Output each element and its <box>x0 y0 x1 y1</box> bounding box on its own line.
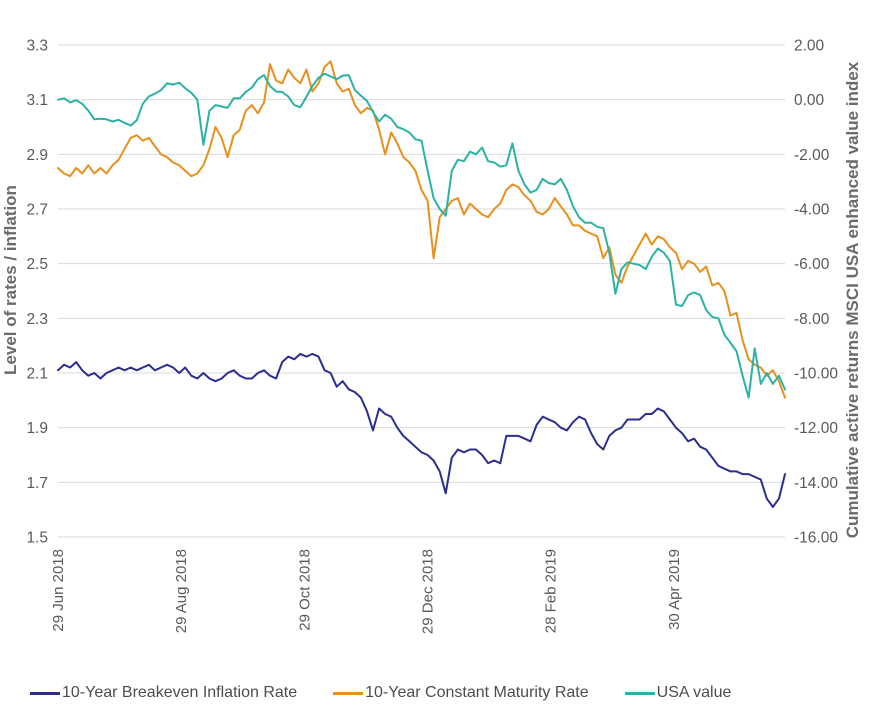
left-axis-title: Level of rates / inflation <box>1 185 20 375</box>
legend-item-usa-value[interactable]: USA value <box>624 684 732 702</box>
gridlines <box>58 44 785 538</box>
series-lines <box>57 60 786 508</box>
legend-item-label: 10-Year Constant Maturity Rate <box>365 684 589 701</box>
series-line-1 <box>57 352 786 508</box>
right-tick-label: -2.00 <box>794 147 830 164</box>
legend: 10-Year Breakeven Inflation Rate 10-Year… <box>30 684 731 702</box>
x-axis-tick-labels: 29 Jun 2018 29 Aug 2018 29 Oct 2018 29 Dec … <box>50 549 683 634</box>
chart-area: 3.3 3.1 2.9 2.7 2.5 2.3 2.1 1.9 1.7 1.5 2.00 0.00 -… <box>1 38 862 635</box>
legend-item-label: USA value <box>656 684 732 701</box>
x-tick-label: 30 Apr 2019 <box>666 549 683 630</box>
right-tick-label: -12.00 <box>794 420 838 437</box>
x-tick-label: 29 Aug 2018 <box>173 549 190 633</box>
legend-item-breakeven[interactable]: 10-Year Breakeven Inflation Rate <box>30 684 297 702</box>
series-line-2 <box>57 60 786 399</box>
x-tick-label: 29 Jun 2018 <box>50 549 67 632</box>
x-tick-label: 28 Feb 2019 <box>543 549 560 633</box>
left-axis-tick-labels: 3.3 3.1 2.9 2.7 2.5 2.3 2.1 1.9 1.7 1.5 <box>26 38 48 547</box>
left-tick-label: 2.9 <box>26 147 48 164</box>
right-tick-label: -4.00 <box>794 202 830 219</box>
x-tick-label: 29 Dec 2018 <box>420 549 437 634</box>
left-tick-label: 2.1 <box>26 366 48 383</box>
legend-swatch-breakeven <box>30 691 60 695</box>
right-tick-label: -8.00 <box>794 311 830 328</box>
left-tick-label: 1.9 <box>26 420 48 437</box>
series-line-3 <box>57 72 786 399</box>
left-tick-label: 2.5 <box>26 256 48 273</box>
legend-item-constant-maturity[interactable]: 10-Year Constant Maturity Rate <box>333 684 589 702</box>
left-tick-label: 2.3 <box>26 311 48 328</box>
x-tick-label: 29 Oct 2018 <box>296 549 313 631</box>
legend-swatch-constant-maturity <box>333 691 364 695</box>
left-tick-label: 2.7 <box>26 202 48 219</box>
right-tick-label: -14.00 <box>794 475 838 492</box>
legend-swatch-usa-value <box>624 691 655 695</box>
right-tick-label: -6.00 <box>794 256 830 273</box>
legend-item-label: 10-Year Breakeven Inflation Rate <box>62 684 298 701</box>
left-tick-label: 3.1 <box>26 92 48 109</box>
chart-canvas: 3.3 3.1 2.9 2.7 2.5 2.3 2.1 1.9 1.7 1.5 2.00 0.00 -… <box>1 38 862 635</box>
right-axis-title: Cumulative active returns MSCI USA enhan… <box>843 61 862 538</box>
right-tick-label: 2.00 <box>794 38 825 55</box>
right-tick-label: -10.00 <box>794 366 838 383</box>
left-tick-label: 1.7 <box>26 475 48 492</box>
left-tick-label: 1.5 <box>26 530 48 547</box>
right-tick-label: -16.00 <box>794 530 838 547</box>
left-tick-label: 3.3 <box>26 38 48 55</box>
right-axis-tick-labels: 2.00 0.00 -2.00 -4.00 -6.00 -8.00 -10.00 -12.00… <box>794 38 838 547</box>
right-tick-label: 0.00 <box>794 92 825 109</box>
